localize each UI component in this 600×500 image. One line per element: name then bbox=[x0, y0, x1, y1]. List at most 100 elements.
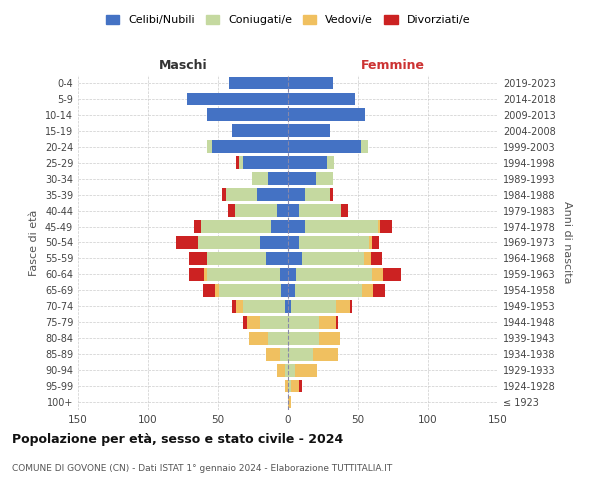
Bar bbox=[341, 204, 348, 217]
Bar bbox=[260, 236, 288, 249]
Text: Popolazione per età, sesso e stato civile - 2024: Popolazione per età, sesso e stato civil… bbox=[12, 432, 343, 446]
Bar bbox=[207, 108, 288, 122]
Text: Maschi: Maschi bbox=[158, 59, 208, 72]
Bar bbox=[288, 380, 291, 392]
Bar bbox=[288, 348, 313, 360]
Bar bbox=[299, 204, 341, 217]
Bar bbox=[371, 252, 382, 265]
Bar bbox=[319, 316, 335, 328]
Bar bbox=[212, 140, 288, 153]
Bar bbox=[257, 188, 288, 201]
Bar bbox=[313, 348, 338, 360]
Y-axis label: Anni di nascita: Anni di nascita bbox=[562, 201, 572, 284]
Bar bbox=[285, 380, 288, 392]
Bar bbox=[249, 332, 268, 344]
Bar bbox=[327, 156, 334, 169]
Bar bbox=[236, 300, 243, 312]
Bar bbox=[251, 172, 268, 185]
Bar bbox=[243, 316, 247, 328]
Bar bbox=[235, 204, 277, 217]
Bar bbox=[288, 332, 319, 344]
Text: Femmine: Femmine bbox=[361, 59, 425, 72]
Bar bbox=[377, 220, 380, 233]
Bar bbox=[380, 220, 392, 233]
Bar bbox=[199, 236, 260, 249]
Bar bbox=[266, 252, 288, 265]
Bar bbox=[288, 76, 333, 90]
Bar bbox=[288, 108, 365, 122]
Bar bbox=[295, 364, 317, 376]
Bar bbox=[285, 300, 288, 312]
Bar bbox=[176, 236, 199, 249]
Bar bbox=[316, 172, 333, 185]
Bar bbox=[204, 268, 207, 281]
Bar bbox=[222, 188, 226, 201]
Bar bbox=[369, 236, 372, 249]
Bar bbox=[372, 236, 379, 249]
Bar bbox=[280, 268, 288, 281]
Bar bbox=[383, 268, 401, 281]
Bar bbox=[268, 332, 288, 344]
Bar bbox=[277, 204, 288, 217]
Bar bbox=[305, 188, 330, 201]
Bar bbox=[288, 396, 291, 408]
Bar bbox=[266, 348, 280, 360]
Bar bbox=[361, 140, 368, 153]
Bar bbox=[288, 92, 355, 106]
Bar bbox=[229, 76, 288, 90]
Bar bbox=[288, 124, 330, 137]
Bar bbox=[372, 268, 383, 281]
Bar bbox=[305, 220, 377, 233]
Bar bbox=[243, 156, 288, 169]
Bar bbox=[215, 284, 220, 296]
Bar bbox=[288, 236, 299, 249]
Bar bbox=[299, 236, 369, 249]
Bar bbox=[260, 316, 288, 328]
Bar bbox=[277, 364, 285, 376]
Bar bbox=[299, 380, 302, 392]
Bar bbox=[288, 252, 302, 265]
Bar bbox=[288, 172, 316, 185]
Bar bbox=[268, 172, 288, 185]
Bar bbox=[281, 284, 288, 296]
Bar bbox=[295, 284, 362, 296]
Bar bbox=[288, 140, 361, 153]
Bar bbox=[232, 124, 288, 137]
Bar bbox=[271, 220, 288, 233]
Bar bbox=[194, 220, 201, 233]
Bar bbox=[288, 220, 305, 233]
Bar bbox=[201, 220, 271, 233]
Bar bbox=[288, 300, 291, 312]
Bar bbox=[288, 156, 327, 169]
Bar bbox=[239, 156, 243, 169]
Bar bbox=[288, 284, 295, 296]
Bar bbox=[236, 156, 239, 169]
Bar bbox=[288, 364, 295, 376]
Bar bbox=[302, 252, 364, 265]
Bar bbox=[373, 284, 385, 296]
Bar bbox=[350, 300, 352, 312]
Bar bbox=[188, 252, 207, 265]
Bar bbox=[288, 316, 319, 328]
Bar bbox=[364, 252, 371, 265]
Bar bbox=[228, 204, 235, 217]
Bar bbox=[296, 268, 372, 281]
Bar bbox=[291, 300, 335, 312]
Bar bbox=[243, 300, 285, 312]
Bar bbox=[247, 316, 260, 328]
Bar bbox=[226, 188, 257, 201]
Y-axis label: Fasce di età: Fasce di età bbox=[29, 210, 39, 276]
Bar bbox=[362, 284, 373, 296]
Bar bbox=[291, 380, 299, 392]
Bar bbox=[280, 348, 288, 360]
Text: COMUNE DI GOVONE (CN) - Dati ISTAT 1° gennaio 2024 - Elaborazione TUTTITALIA.IT: COMUNE DI GOVONE (CN) - Dati ISTAT 1° ge… bbox=[12, 464, 392, 473]
Bar bbox=[288, 188, 305, 201]
Bar bbox=[285, 364, 288, 376]
Bar bbox=[220, 284, 281, 296]
Bar bbox=[319, 332, 340, 344]
Bar bbox=[187, 92, 288, 106]
Bar bbox=[288, 268, 296, 281]
Bar bbox=[288, 204, 299, 217]
Bar bbox=[203, 284, 215, 296]
Bar bbox=[335, 300, 350, 312]
